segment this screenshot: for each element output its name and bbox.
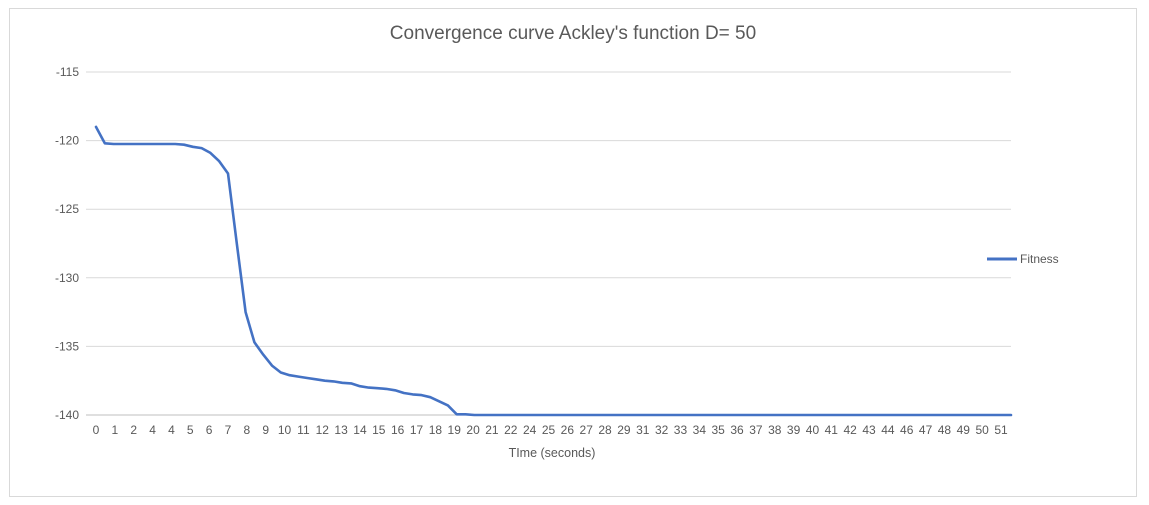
x-tick-labels: 0 1 2 4 4 5 6 7 8 9 10 11 12 13 14 15 16 17 18 19 20 21 22 24 25… [93, 423, 1008, 437]
y-tick-label: -120 [55, 134, 79, 148]
x-tick-label: 2 [130, 423, 137, 437]
x-tick-label: 21 [485, 423, 499, 437]
x-tick-label: 12 [316, 423, 330, 437]
x-tick-label: 18 [429, 423, 443, 437]
x-tick-label: 5 [187, 423, 194, 437]
x-tick-label: 36 [730, 423, 744, 437]
x-tick-label: 33 [674, 423, 688, 437]
x-tick-label: 41 [825, 423, 839, 437]
x-tick-label: 51 [994, 423, 1008, 437]
x-tick-label: 14 [353, 423, 367, 437]
legend: Fitness [987, 252, 1059, 266]
x-tick-label: 29 [617, 423, 631, 437]
x-tick-label: 11 [297, 423, 310, 437]
y-tick-label: -125 [55, 202, 79, 216]
y-tick-label: -135 [55, 339, 79, 353]
x-tick-label: 28 [598, 423, 612, 437]
legend-label-fitness: Fitness [1020, 252, 1059, 266]
x-tick-label: 9 [262, 423, 269, 437]
y-tick-label: -115 [56, 65, 79, 79]
chart-title: Convergence curve Ackley's function D= 5… [390, 23, 756, 44]
x-tick-label: 22 [504, 423, 518, 437]
x-tick-label: 25 [542, 423, 556, 437]
x-tick-label: 35 [712, 423, 726, 437]
x-tick-label: 27 [580, 423, 594, 437]
gridlines [86, 71, 1011, 416]
x-tick-label: 1 [112, 423, 119, 437]
x-tick-label: 17 [410, 423, 424, 437]
x-tick-label: 6 [206, 423, 213, 437]
x-tick-label: 8 [243, 423, 250, 437]
x-tick-label: 15 [372, 423, 386, 437]
x-tick-label: 39 [787, 423, 801, 437]
x-tick-label: 32 [655, 423, 669, 437]
x-tick-label: 20 [466, 423, 480, 437]
x-tick-label: 4 [168, 423, 175, 437]
x-tick-label: 42 [843, 423, 857, 437]
x-tick-label: 0 [93, 423, 100, 437]
y-tick-labels: -115 -120 -125 -130 -135 -140 [55, 65, 79, 422]
x-tick-label: 49 [957, 423, 971, 437]
x-tick-label: 7 [225, 423, 232, 437]
y-tick-label: -130 [55, 271, 79, 285]
x-tick-label: 50 [975, 423, 989, 437]
x-tick-label: 40 [806, 423, 820, 437]
x-tick-label: 38 [768, 423, 782, 437]
x-tick-label: 43 [862, 423, 876, 437]
x-tick-label: 37 [749, 423, 763, 437]
x-tick-label: 44 [881, 423, 895, 437]
series-line-fitness [94, 125, 1013, 417]
x-tick-label: 48 [938, 423, 952, 437]
x-tick-label: 19 [448, 423, 462, 437]
x-tick-label: 34 [693, 423, 707, 437]
x-axis-label: TIme (seconds) [509, 446, 596, 460]
series-group [94, 125, 1013, 417]
x-tick-label: 16 [391, 423, 405, 437]
x-tick-label: 26 [561, 423, 575, 437]
x-tick-label: 31 [636, 423, 650, 437]
y-tick-label: -140 [55, 408, 79, 422]
x-tick-label: 24 [523, 423, 537, 437]
x-tick-label: 46 [900, 423, 914, 437]
x-tick-label: 13 [334, 423, 348, 437]
x-tick-label: 4 [149, 423, 156, 437]
x-tick-label: 47 [919, 423, 933, 437]
x-tick-label: 10 [278, 423, 292, 437]
